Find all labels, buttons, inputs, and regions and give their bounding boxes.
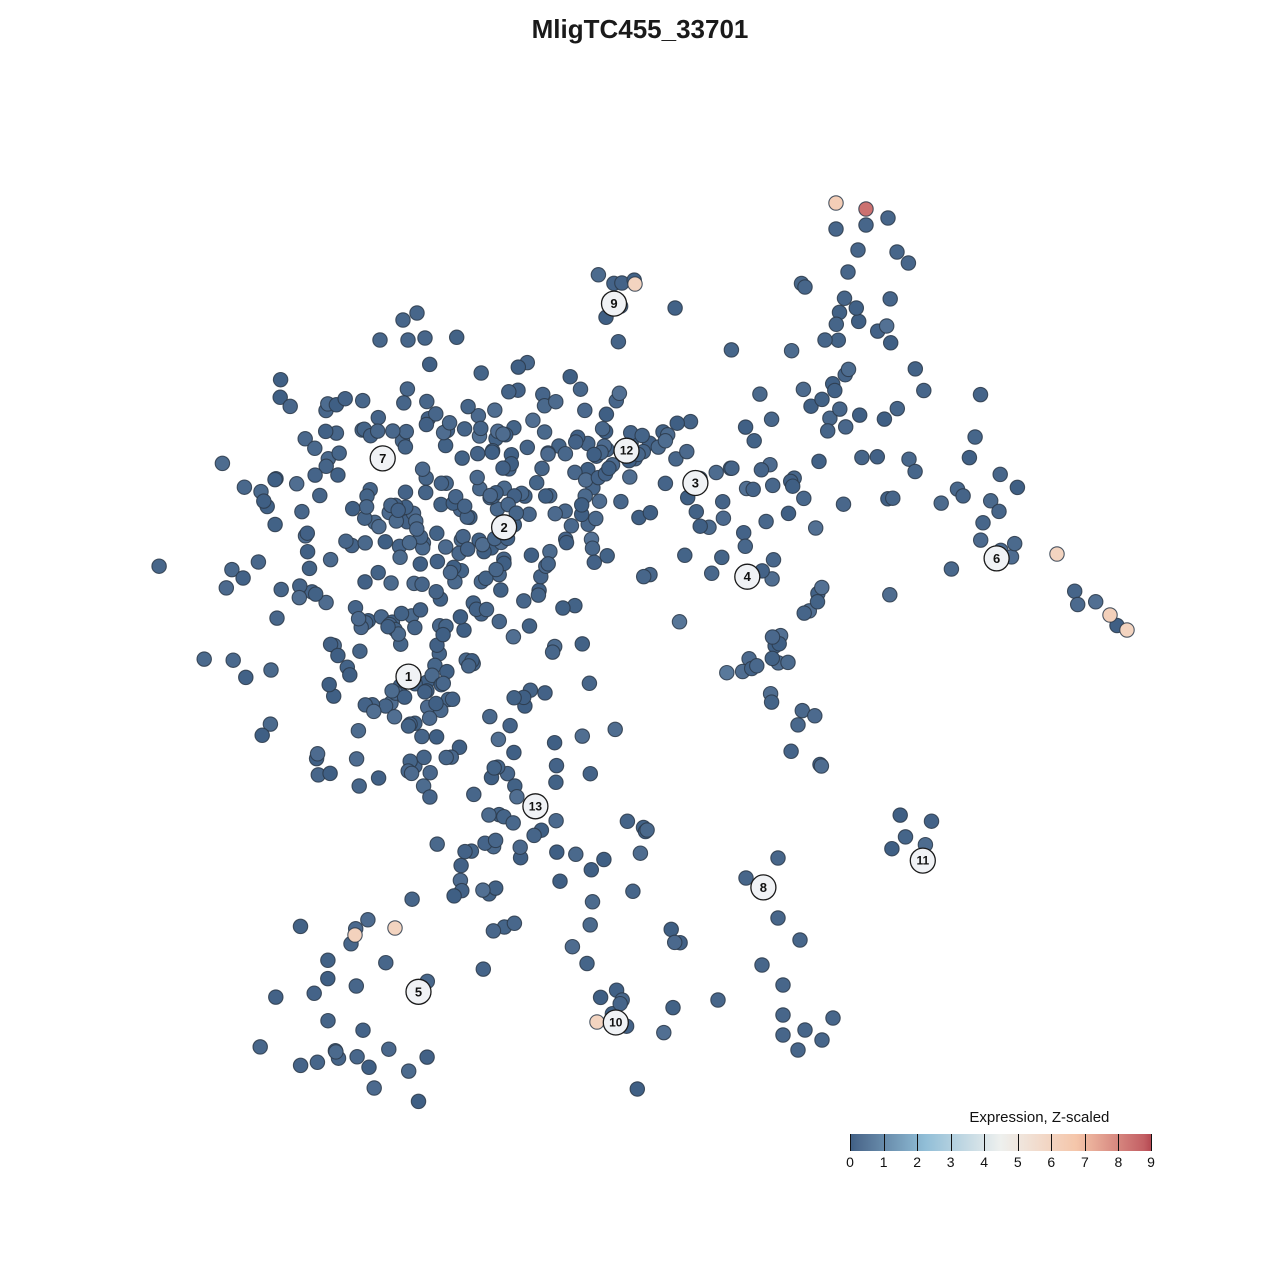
svg-text:11: 11	[916, 854, 929, 868]
svg-text:1: 1	[405, 669, 412, 684]
svg-text:8: 8	[760, 880, 767, 895]
svg-text:7: 7	[379, 451, 386, 466]
svg-text:4: 4	[744, 569, 752, 584]
svg-text:5: 5	[415, 984, 422, 999]
svg-text:10: 10	[609, 1016, 623, 1030]
svg-text:3: 3	[692, 476, 699, 491]
svg-text:2: 2	[500, 520, 507, 535]
svg-text:13: 13	[529, 799, 543, 813]
svg-text:6: 6	[993, 551, 1000, 566]
svg-text:9: 9	[610, 296, 617, 311]
svg-text:12: 12	[620, 444, 634, 458]
